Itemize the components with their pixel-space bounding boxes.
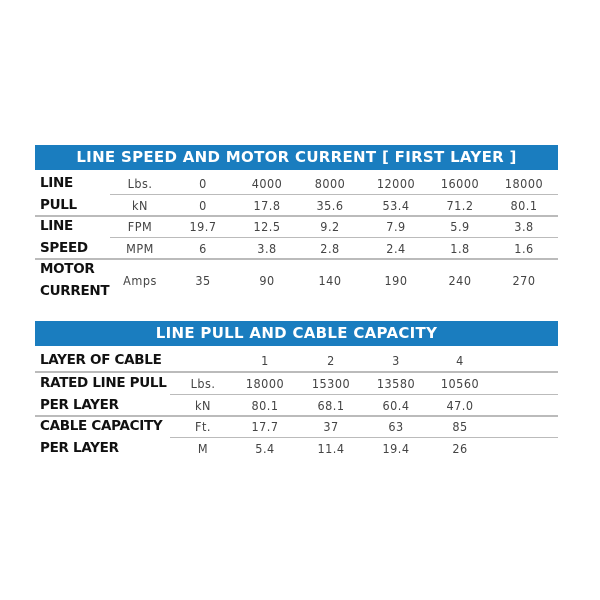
table-cell: 19.4 xyxy=(382,440,410,456)
unit-label: Lbs. xyxy=(127,176,153,191)
row-divider xyxy=(110,236,558,238)
row-divider xyxy=(170,436,558,438)
unit-label: FPM xyxy=(127,219,153,234)
table-cell: 13580 xyxy=(376,376,416,391)
table-cell: 80.1 xyxy=(251,397,279,413)
table-cell: 5.4 xyxy=(255,440,275,456)
table-cell: 10560 xyxy=(440,376,480,391)
table-cell: 53.4 xyxy=(382,197,410,213)
table-cell: 60.4 xyxy=(382,397,410,413)
group-divider xyxy=(35,371,558,373)
row-group-label: CURRENT xyxy=(40,282,110,299)
unit-label: Ft. xyxy=(195,419,211,434)
table-cell: 2.4 xyxy=(386,240,406,256)
group-divider xyxy=(35,415,558,417)
table-cell: 90 xyxy=(259,273,275,288)
table-cell: 35.6 xyxy=(316,197,344,213)
row-divider xyxy=(170,393,558,395)
table-cell: 1.6 xyxy=(514,240,534,256)
row-group-label: PULL xyxy=(40,196,77,213)
unit-label: Lbs. xyxy=(190,376,216,391)
table-cell: 47.0 xyxy=(446,397,474,413)
table-cell: 5.9 xyxy=(450,219,470,234)
table-cell: 0 xyxy=(199,176,207,191)
table-cell: 17.8 xyxy=(253,197,281,213)
layer-number: 2 xyxy=(327,353,335,368)
layer-number: 3 xyxy=(392,353,400,368)
unit-label: MPM xyxy=(126,240,154,256)
table-cell: 15300 xyxy=(311,376,351,391)
group-divider xyxy=(35,215,558,217)
row-group-label: PER LAYER xyxy=(40,439,119,456)
table-cell: 9.2 xyxy=(320,219,340,234)
table-cell: 270 xyxy=(512,273,536,288)
table-cell: 85 xyxy=(452,419,468,434)
table-cell: 6 xyxy=(199,240,207,256)
row-group-label: LINE xyxy=(40,218,73,234)
layer-number: 1 xyxy=(261,353,269,368)
table-cell: 3.8 xyxy=(257,240,277,256)
row-group-label: SPEED xyxy=(40,239,88,256)
table-cell: 2.8 xyxy=(320,240,340,256)
unit-label: M xyxy=(197,440,209,456)
table-cell: 190 xyxy=(384,273,408,288)
table-cell: 16000 xyxy=(440,176,480,191)
layer-of-cable-label: LAYER OF CABLE xyxy=(40,352,162,368)
table-cell: 35 xyxy=(195,273,211,288)
table-cell: 18000 xyxy=(245,376,285,391)
table-cell: 63 xyxy=(388,419,404,434)
row-group-label: LINE xyxy=(40,175,73,191)
table1-title-bar: LINE SPEED AND MOTOR CURRENT [ FIRST LAY… xyxy=(35,145,558,170)
table-cell: 37 xyxy=(323,419,339,434)
table-cell: 4000 xyxy=(251,176,283,191)
table-cell: 18000 xyxy=(504,176,544,191)
table-cell: 19.7 xyxy=(189,219,217,234)
layer-number: 4 xyxy=(456,353,464,368)
group-divider xyxy=(35,258,558,260)
unit-label: kN xyxy=(132,197,148,213)
table-cell: 12.5 xyxy=(253,219,281,234)
table-cell: 17.7 xyxy=(251,419,279,434)
row-divider xyxy=(110,193,558,195)
table-cell: 80.1 xyxy=(510,197,538,213)
table-cell: 0 xyxy=(199,197,207,213)
table-cell: 3.8 xyxy=(514,219,534,234)
unit-label: kN xyxy=(195,397,211,413)
unit-label: Amps xyxy=(123,273,157,288)
row-group-label: CABLE CAPACITY xyxy=(40,418,163,434)
table-cell: 71.2 xyxy=(446,197,474,213)
table-cell: 240 xyxy=(448,273,472,288)
table-cell: 140 xyxy=(318,273,342,288)
table-cell: 12000 xyxy=(376,176,416,191)
table-cell: 68.1 xyxy=(317,397,345,413)
table2-title-bar: LINE PULL AND CABLE CAPACITY xyxy=(35,321,558,346)
table-cell: 1.8 xyxy=(450,240,470,256)
table-cell: 11.4 xyxy=(317,440,345,456)
row-group-label: PER LAYER xyxy=(40,396,119,413)
table-cell: 26 xyxy=(452,440,468,456)
row-group-label: RATED LINE PULL xyxy=(40,375,167,391)
row-group-label: MOTOR xyxy=(40,261,95,277)
table-cell: 7.9 xyxy=(386,219,406,234)
table-cell: 8000 xyxy=(314,176,346,191)
